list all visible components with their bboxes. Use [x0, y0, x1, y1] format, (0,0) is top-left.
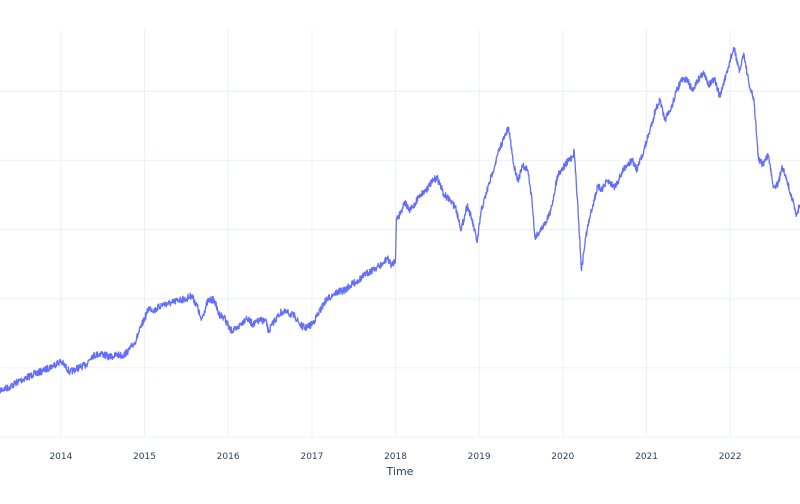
- x-tick-label: 2019: [468, 452, 491, 462]
- series-line: [0, 46, 800, 394]
- x-axis-title: Time: [386, 465, 414, 478]
- x-tick-label: 2014: [49, 452, 72, 462]
- x-tick-label: 2022: [719, 452, 742, 462]
- grid: [0, 30, 800, 438]
- x-tick-label: 2021: [635, 452, 658, 462]
- x-axis-ticks: 2014 2015 2016 2017 2018 2019 2020 2021 2022: [49, 452, 741, 462]
- x-tick-label: 2018: [384, 452, 407, 462]
- x-tick-label: 2020: [551, 452, 574, 462]
- x-tick-label: 2016: [217, 452, 240, 462]
- series-layer: [0, 46, 800, 394]
- x-tick-label: 2015: [133, 452, 156, 462]
- x-tick-label: 2017: [300, 452, 323, 462]
